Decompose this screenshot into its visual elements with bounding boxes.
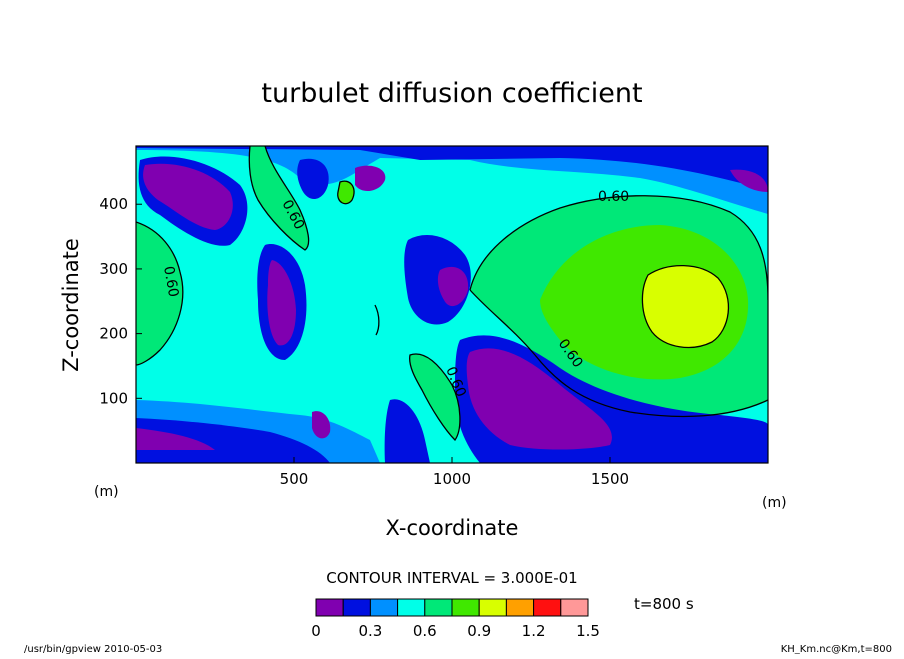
colorbar-label: 1.5: [576, 622, 600, 640]
contour-line: [641, 264, 730, 349]
x-tick-label: 500: [280, 470, 309, 488]
y-tick-label: 100: [99, 389, 128, 407]
region-right-purple: [730, 169, 768, 192]
x-origin-unit: (m): [94, 484, 119, 500]
y-axis-ticks: 100 200 300 400: [99, 195, 142, 407]
colorbar-label: 0: [311, 622, 321, 640]
region-top-purple: [355, 165, 386, 192]
contour-field: [136, 146, 768, 463]
contour-line: [374, 304, 380, 336]
region-vortex-core: [642, 265, 729, 348]
contour-line: [248, 146, 310, 251]
colorbar: [315, 598, 589, 617]
colorbar-swatch: [451, 598, 480, 617]
region-bottom-center-blue: [384, 399, 430, 463]
colorbar-label: 0.6: [413, 622, 437, 640]
contour-line: [469, 195, 768, 301]
x-tick-label: 1000: [433, 470, 471, 488]
footer-left: /usr/bin/gpview 2010-05-03: [24, 644, 162, 654]
region-green-strip: [249, 146, 309, 250]
colorbar-labels: 0 0.3 0.6 0.9 1.2 1.5: [311, 622, 600, 640]
region-bottom-left-blue: [136, 418, 330, 463]
region-bottom-left-purple: [136, 428, 215, 450]
region-center-purple: [437, 266, 469, 307]
x-axis-title: X-coordinate: [386, 516, 519, 540]
colorbar-swatch: [478, 598, 507, 617]
x-axis-ticks: 500 1000 1500: [280, 457, 629, 488]
colorbar-swatch: [560, 598, 589, 617]
contour-line: [136, 221, 184, 366]
colorbar-swatch: [342, 598, 371, 617]
region-top-blue-light: [136, 146, 768, 214]
contour-line: [469, 289, 768, 418]
x-axis-unit: (m): [762, 495, 787, 511]
colorbar-label: 1.2: [522, 622, 546, 640]
contour-lines: [136, 146, 768, 442]
region-lower-purple: [466, 348, 612, 450]
y-tick-label: 400: [99, 195, 128, 213]
colorbar-swatch: [397, 598, 426, 617]
colorbar-swatch: [424, 598, 453, 617]
region-green-dot: [337, 181, 355, 204]
colorbar-swatch: [315, 598, 344, 617]
y-axis-title: Z-coordinate: [59, 238, 83, 372]
contour-interval: CONTOUR INTERVAL = 3.000E-01: [326, 569, 577, 587]
colorbar-label: 0.9: [467, 622, 491, 640]
region-top-blue: [136, 146, 768, 190]
footer-right: KH_Km.nc@Km,t=800: [781, 644, 892, 654]
time-label: t=800 s: [634, 595, 694, 613]
region-left-purple: [143, 163, 233, 230]
region-left-green: [136, 222, 183, 365]
colorbar-swatch: [533, 598, 562, 617]
y-tick-label: 200: [99, 325, 128, 343]
region-top-blue-blob: [297, 158, 329, 200]
region-bottom-purple-dot: [312, 411, 331, 439]
contour-label: 0.60: [160, 265, 181, 298]
contour-line: [337, 180, 355, 205]
chart-title: turbulet diffusion coefficient: [261, 78, 642, 109]
y-tick-label: 300: [99, 260, 128, 278]
colorbar-label: 0.3: [358, 622, 382, 640]
colorbar-swatch: [505, 598, 535, 617]
region-column-purple: [267, 260, 296, 346]
region-center-green: [409, 354, 460, 440]
x-tick-label: 1500: [591, 470, 629, 488]
contour-label: 0.60: [598, 189, 629, 205]
contour-line: [409, 353, 461, 442]
colorbar-swatch: [369, 598, 399, 617]
